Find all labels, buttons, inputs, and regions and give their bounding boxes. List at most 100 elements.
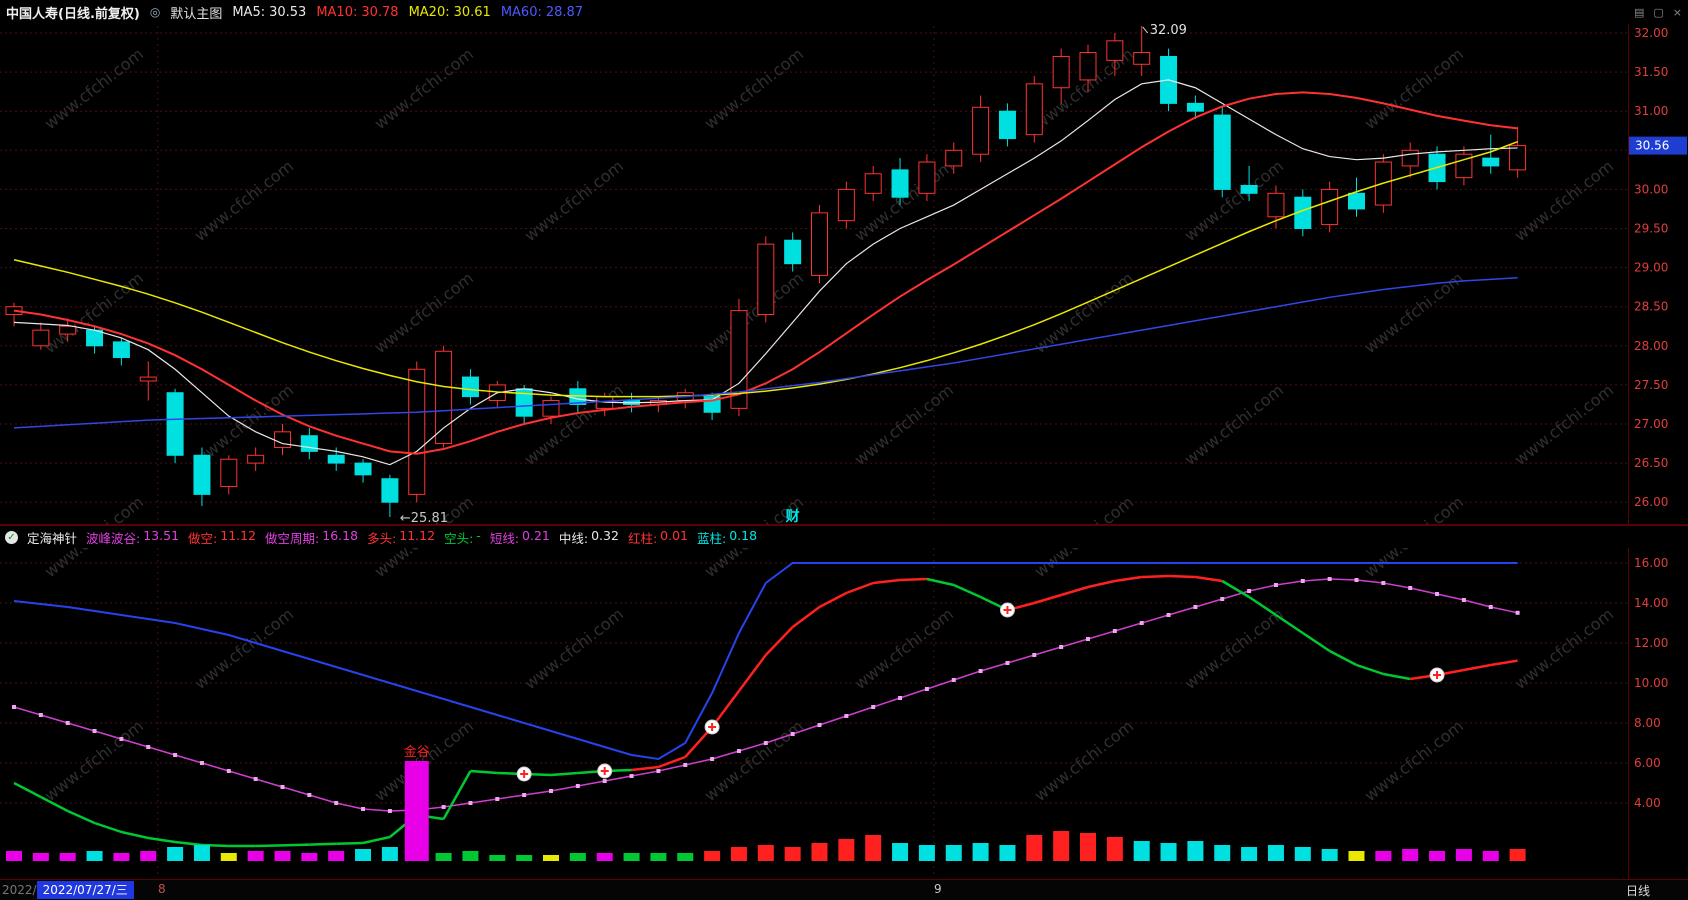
bull-bear-line [926,577,955,587]
high-annotation: 32.09 [1150,23,1187,38]
indicator-bar [677,853,694,861]
candle-body [247,454,265,464]
date-selector[interactable]: 2022/07/27/三 [36,881,134,899]
candle-body [461,376,479,398]
wave-marker [656,769,661,773]
bull-bear-line [1195,575,1223,583]
param-mid-line-label: 中线: [558,530,589,546]
indicator-bar [972,843,989,861]
wave-marker [683,763,688,767]
golden-valley-label: 金谷 [404,744,430,760]
wave-marker [253,777,258,781]
bull-bear-line [900,577,927,582]
candle-body [998,110,1016,140]
indicator-bar [1214,845,1231,861]
bull-bear-line [1356,663,1384,676]
wave-marker [199,761,204,765]
price-tick: 28.00 [1634,339,1668,353]
wave-marker [629,774,634,778]
grid-layout-icon[interactable]: ▤ [1633,5,1645,19]
bull-bear-line [255,844,283,848]
wave-marker [1515,610,1520,615]
price-axis[interactable] [1628,24,1688,879]
indicator-bar [1482,851,1499,861]
chart-style-icon[interactable]: ◎ [149,5,161,19]
ma5-value: 30.53 [269,4,307,20]
wave-marker [1354,578,1359,582]
indicator-bar [381,847,398,861]
period-label[interactable]: 日线 [1625,883,1650,898]
ma5-readout: MA5: 30.53 [232,5,306,20]
wave-marker [495,797,500,801]
bull-bear-line [1383,672,1411,681]
indicator-bar [1187,841,1204,861]
wave-marker [1461,598,1466,602]
param-short-line-value: 0.21 [522,527,550,543]
main-chart-area[interactable] [0,24,1628,524]
indicator-bar [811,843,828,861]
wave-marker [844,714,849,718]
ma10-readout: MA10: 30.78 [316,5,398,20]
blue-line [13,562,1518,761]
indicator-bar [328,851,345,861]
bull-bear-line [845,581,874,595]
indicator-bar [167,847,184,861]
candle-body [112,341,130,359]
indicator-bar [274,851,291,861]
indicator-bar [1106,837,1123,861]
param-short-sell-label: 做空: [188,530,218,546]
indicator-bar [1053,831,1070,861]
param-bull-value: 11.12 [399,527,436,543]
bull-bear-line [953,583,982,599]
wave-marker [898,696,903,700]
maximize-panel-icon[interactable]: ▢ [1653,5,1664,19]
wave-marker [387,809,392,813]
param-mid-line: 中线: 0.32 [559,528,619,547]
indicator-bar [865,835,882,861]
wave-marker [1408,586,1413,590]
candle-body [1052,55,1070,89]
sub-chart-area[interactable] [0,551,1628,879]
bull-bear-line [737,654,767,692]
wave-marker [334,801,339,805]
collapse-panel-icon[interactable]: ✓ [5,530,18,544]
wave-marker [817,723,822,727]
bull-bear-line [1141,574,1169,579]
indicator-tick: 14.00 [1634,596,1668,610]
indicator-tick: 6.00 [1634,756,1661,770]
ma20-value: 30.61 [453,4,491,20]
candle-body [891,169,909,198]
indicator-name[interactable]: 定海神针 [27,530,78,546]
high-pointer [1142,26,1149,34]
bull-bear-line [873,578,901,585]
ma60-value: 28.87 [545,4,584,20]
bull-bear-line [1114,575,1142,583]
ma10-line [13,91,1518,455]
month-label: 9 [934,882,942,896]
close-icon[interactable]: × [1672,5,1682,19]
wave-marker [92,729,97,733]
low-annotation: ←25.81 [400,511,448,526]
indicator-bar [704,851,721,861]
bull-bear-line [121,830,149,840]
price-tick: 29.00 [1634,261,1668,275]
candle-body [1348,192,1365,210]
price-tick: 27.50 [1634,378,1668,392]
param-red-bar-value: 0.01 [660,527,688,543]
indicator-bar [516,855,533,861]
chart-style-label[interactable]: 默认主图 [170,6,223,22]
stock-title[interactable]: 中国人寿(日线.前复权) [6,6,140,22]
candle-body [166,392,184,456]
indicator-bar [301,853,318,861]
bull-bear-line [818,591,847,609]
candle-body [1321,188,1339,226]
wave-marker [871,705,876,709]
wave-marker [468,801,473,805]
bull-bear-line [657,755,686,769]
param-bull-label: 多头: [367,530,397,546]
param-bull: 多头: 11.12 [367,528,435,547]
candle-body [1267,192,1285,218]
price-tick: 30.00 [1634,182,1668,196]
bull-bear-line [1087,579,1116,589]
indicator-tick: 8.00 [1634,716,1661,730]
